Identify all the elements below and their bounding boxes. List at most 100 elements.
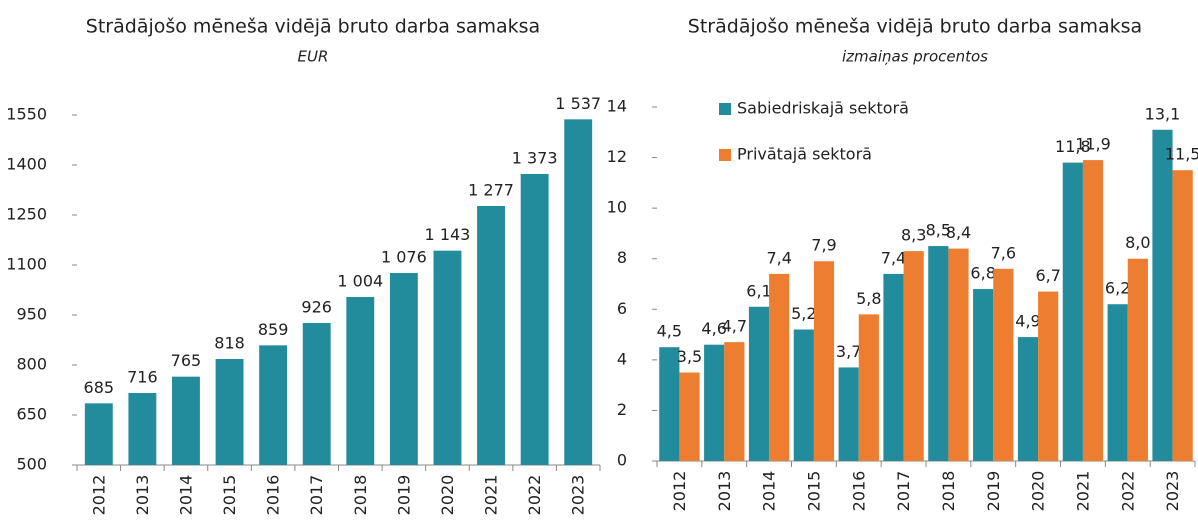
bar (973, 289, 994, 461)
data-label: 11,8 (1055, 137, 1091, 156)
data-label: 4,7 (722, 317, 747, 336)
data-label: 3,7 (836, 342, 861, 361)
y-tick-label: 1550 (6, 105, 47, 124)
x-tick-label: 2015 (220, 475, 239, 516)
x-tick-label: 2017 (307, 475, 326, 516)
bar (1017, 337, 1039, 461)
bar (172, 376, 200, 465)
data-label: 716 (127, 368, 158, 387)
y-tick-label: 4 (617, 349, 627, 368)
x-tick-label: 2012 (89, 475, 108, 516)
y-tick-label: 14 (607, 97, 627, 116)
legend-swatch (719, 103, 731, 115)
data-label: 5,2 (791, 304, 816, 323)
data-label: 1 277 (468, 181, 514, 200)
legend-label: Privātajā sektorā (737, 145, 872, 164)
x-tick-label: 2014 (176, 475, 195, 516)
x-tick-label: 2019 (394, 475, 413, 516)
bar (1172, 170, 1193, 461)
data-label: 4,9 (1015, 312, 1040, 331)
data-label: 765 (171, 351, 202, 370)
data-label: 13,1 (1145, 104, 1181, 123)
data-label: 7,6 (991, 243, 1016, 262)
bar (1107, 304, 1128, 461)
x-tick-label: 2017 (894, 471, 913, 512)
bar (724, 342, 745, 461)
bar (1062, 162, 1083, 461)
bar (520, 174, 549, 465)
bar (679, 372, 700, 461)
data-label: 1 076 (381, 248, 427, 267)
bar (704, 344, 725, 461)
y-tick-label: 6 (617, 299, 627, 318)
bar (1038, 291, 1059, 461)
data-label: 1 373 (512, 149, 558, 168)
data-label: 7,9 (811, 236, 836, 255)
y-tick-label: 1250 (6, 205, 47, 224)
bar (793, 329, 814, 461)
x-tick-label: 2022 (1118, 471, 1137, 512)
x-tick-label: 2020 (1029, 471, 1048, 512)
data-label: 6,2 (1105, 279, 1130, 298)
bar (813, 261, 835, 461)
x-tick-label: 2016 (264, 475, 283, 516)
y-tick-label: 800 (16, 355, 47, 374)
bar (477, 206, 505, 465)
bar (883, 273, 904, 461)
x-tick-label: 2023 (1163, 471, 1182, 512)
x-tick-label: 2023 (569, 475, 588, 516)
data-label: 8,3 (901, 226, 926, 245)
data-label: 1 537 (555, 94, 601, 113)
bar (389, 273, 418, 465)
x-tick-label: 2021 (1073, 471, 1092, 512)
data-label: 11,9 (1075, 135, 1111, 154)
bar (769, 273, 790, 461)
x-tick-label: 2014 (760, 471, 779, 512)
x-tick-label: 2012 (670, 471, 689, 512)
data-label: 685 (84, 378, 115, 397)
y-tick-label: 950 (16, 305, 47, 324)
data-label: 4,6 (701, 319, 726, 338)
chart-subtitle: EUR (298, 48, 329, 66)
y-tick-label: 2 (617, 400, 627, 419)
y-tick-label: 500 (16, 455, 47, 474)
data-label: 7,4 (766, 248, 791, 267)
data-label: 1 004 (337, 272, 383, 291)
y-tick-label: 12 (607, 147, 627, 166)
chart-title: Strādājošo mēneša vidējā bruto darba sam… (688, 16, 1142, 38)
data-label: 818 (214, 334, 245, 353)
y-tick-label: 1100 (6, 255, 47, 274)
data-label: 8,4 (946, 223, 971, 242)
y-tick-label: 8 (617, 248, 627, 267)
bar (948, 248, 969, 461)
x-tick-label: 2021 (482, 475, 501, 516)
bar (903, 251, 924, 461)
x-tick-label: 2016 (849, 471, 868, 512)
data-label: 1 143 (425, 225, 471, 244)
bar (433, 250, 462, 465)
data-label: 859 (258, 320, 289, 339)
y-tick-label: 650 (16, 405, 47, 424)
chart-subtitle: izmaiņas procentos (842, 48, 988, 66)
x-tick-label: 2019 (984, 471, 1003, 512)
x-tick-label: 2018 (351, 475, 370, 516)
data-label: 5,8 (856, 289, 881, 308)
data-label: 8,0 (1125, 233, 1150, 252)
bar (659, 347, 680, 461)
data-label: 6,8 (970, 264, 995, 283)
y-tick-label: 10 (607, 198, 627, 217)
bar (346, 297, 375, 465)
x-tick-label: 2013 (715, 471, 734, 512)
y-tick-label: 0 (617, 451, 627, 470)
bar (993, 268, 1014, 461)
bar (1152, 129, 1173, 461)
y-tick-label: 1400 (6, 155, 47, 174)
bar (858, 314, 879, 461)
data-label: 3,5 (677, 347, 702, 366)
legend-swatch (719, 149, 731, 161)
bar (1127, 258, 1148, 461)
bar (1082, 160, 1104, 461)
data-label: 11,5 (1165, 145, 1198, 164)
x-tick-label: 2015 (804, 471, 823, 512)
